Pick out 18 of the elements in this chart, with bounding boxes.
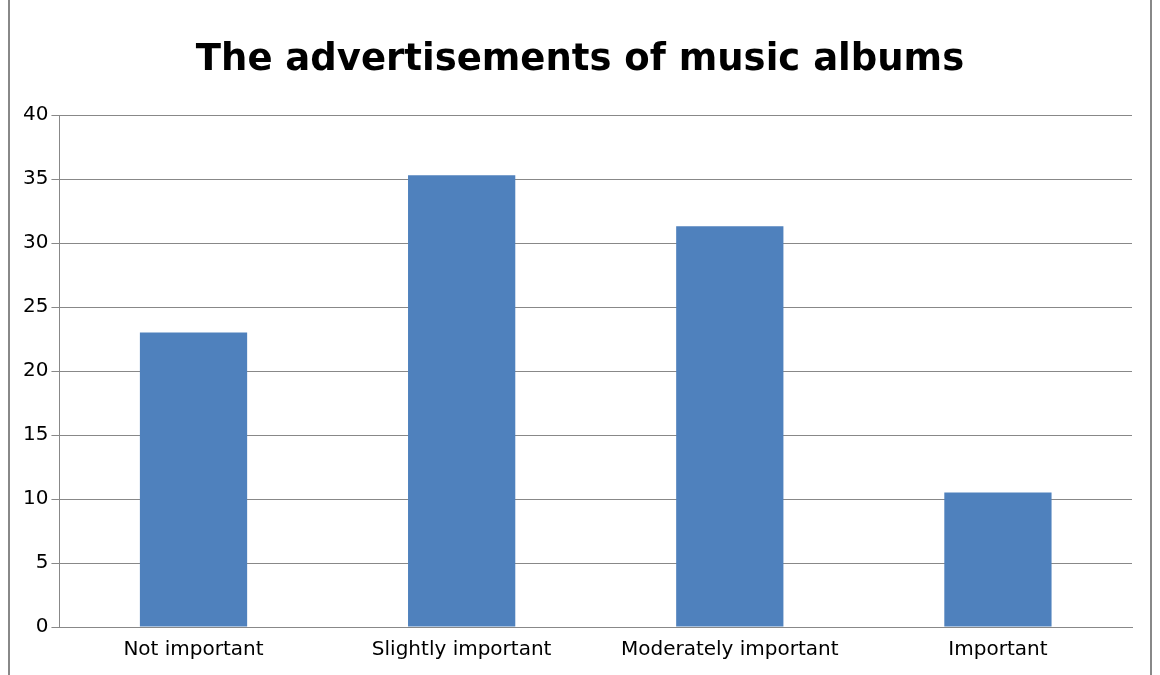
bar [944,492,1052,627]
x-tick-label: Slightly important [371,636,552,661]
x-tick-label: Not important [123,636,264,661]
chart-title: The advertisements of music albums [194,36,966,79]
y-tick-label: 40 [23,101,49,126]
y-tick-label: 0 [35,613,49,638]
y-tick-label: 25 [23,293,49,318]
y-tick-label: 30 [23,229,49,254]
y-tick-label: 35 [23,165,49,190]
bar [676,226,784,627]
x-tick-label: Moderately important [620,636,839,661]
y-tick-label: 5 [35,549,49,574]
x-tick-label: Important [948,636,1048,661]
y-tick-label: 20 [23,357,49,382]
bar [139,332,248,627]
y-tick-label: 15 [23,421,49,446]
y-tick-label: 10 [23,485,49,510]
bar [408,175,516,627]
